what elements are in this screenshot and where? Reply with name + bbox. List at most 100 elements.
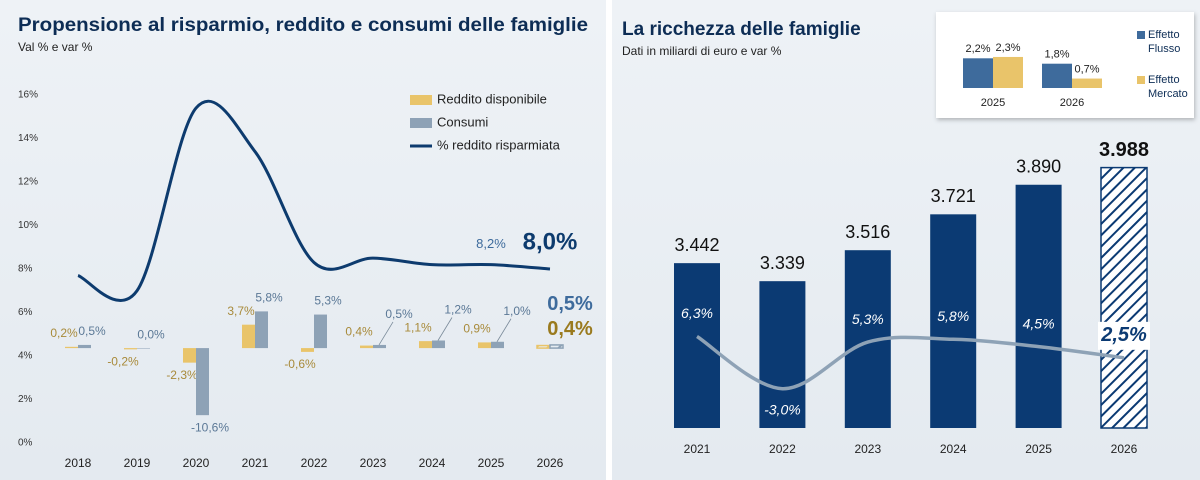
bar bbox=[1100, 166, 1148, 429]
data-label: -0,6% bbox=[284, 357, 316, 371]
x-tick-label: 2025 bbox=[478, 456, 505, 470]
x-tick-label: 2026 bbox=[537, 456, 564, 470]
y-tick-label: 2% bbox=[18, 394, 33, 405]
x-tick-label: 2022 bbox=[301, 456, 328, 470]
x-tick-label: 2019 bbox=[124, 456, 151, 470]
x-tick-label: 2020 bbox=[183, 456, 210, 470]
leader-line bbox=[496, 318, 512, 342]
bar bbox=[373, 344, 386, 349]
data-label: 6,3% bbox=[681, 305, 713, 321]
bar bbox=[930, 214, 977, 428]
chart-subtitle: Dati in miliardi di euro e var % bbox=[622, 44, 782, 58]
x-tick-label: 2025 bbox=[1025, 442, 1052, 456]
chart-subtitle: Val % e var % bbox=[18, 40, 93, 54]
bar bbox=[674, 263, 720, 428]
y-tick-label: 6% bbox=[18, 307, 33, 318]
bar bbox=[78, 344, 91, 349]
data-label: 3.516 bbox=[845, 222, 890, 242]
bar bbox=[196, 348, 209, 416]
data-label: 3.988 bbox=[1099, 139, 1149, 161]
bar bbox=[124, 348, 137, 350]
data-label: 0,7% bbox=[1074, 63, 1099, 75]
legend-swatch bbox=[410, 95, 432, 105]
data-label: 5,8% bbox=[937, 308, 969, 324]
bar bbox=[491, 341, 504, 349]
line bbox=[77, 99, 551, 302]
y-tick-label: 10% bbox=[18, 220, 38, 231]
bar bbox=[419, 341, 432, 349]
bar bbox=[1072, 78, 1102, 88]
x-tick-label: 2021 bbox=[242, 456, 269, 470]
legend-label: Effetto Flusso bbox=[1148, 29, 1181, 55]
x-tick-label: 2023 bbox=[854, 442, 881, 456]
bar bbox=[137, 348, 150, 349]
data-label: 2,3% bbox=[995, 42, 1020, 54]
data-label: 3.890 bbox=[1016, 157, 1061, 177]
data-label: 0,5% bbox=[385, 307, 413, 321]
x-tick-label: 2024 bbox=[419, 456, 446, 470]
legend-label: Reddito disponibile bbox=[437, 91, 547, 106]
data-label: 2,5% bbox=[1100, 324, 1147, 346]
y-tick-label: 0% bbox=[18, 438, 33, 449]
data-label: -0,2% bbox=[107, 355, 139, 369]
data-label: 3,7% bbox=[227, 304, 255, 318]
data-label: 5,3% bbox=[852, 311, 884, 327]
legend-label: % reddito risparmiata bbox=[437, 137, 561, 152]
bar bbox=[65, 346, 78, 349]
legend-label: Effetto Mercato bbox=[1148, 74, 1188, 100]
y-tick-label: 14% bbox=[18, 133, 38, 144]
bar bbox=[478, 342, 491, 349]
x-tick-label: 2021 bbox=[684, 442, 711, 456]
chart-title: La ricchezza delle famiglie bbox=[622, 19, 861, 40]
data-label: 1,2% bbox=[444, 303, 472, 317]
x-tick-label: 2022 bbox=[769, 442, 796, 456]
data-label: 8,0% bbox=[523, 228, 578, 255]
data-label: 0,4% bbox=[345, 325, 373, 339]
bar bbox=[432, 340, 445, 349]
x-tick-label: 2026 bbox=[1111, 442, 1138, 456]
data-label: 1,8% bbox=[1044, 49, 1069, 61]
bar bbox=[301, 348, 314, 352]
x-tick-label: 2018 bbox=[65, 456, 92, 470]
x-tick-label: 2026 bbox=[1060, 97, 1084, 109]
data-label: 5,8% bbox=[255, 291, 283, 305]
bar bbox=[183, 348, 196, 363]
data-label: 1,0% bbox=[503, 304, 531, 318]
line bbox=[696, 335, 1125, 391]
data-label: 2,2% bbox=[965, 43, 990, 55]
left-panel bbox=[0, 0, 606, 480]
data-label: 3.442 bbox=[674, 235, 719, 255]
data-label: -2,3% bbox=[166, 368, 198, 382]
data-label: 0,2% bbox=[50, 326, 78, 340]
legend-swatch bbox=[1137, 76, 1145, 84]
y-tick-label: 4% bbox=[18, 351, 33, 362]
legend-label: Consumi bbox=[437, 114, 488, 129]
data-label: 8,2% bbox=[476, 236, 506, 251]
bar bbox=[759, 281, 806, 428]
x-tick-label: 2023 bbox=[360, 456, 387, 470]
x-tick-label: 2025 bbox=[981, 97, 1005, 109]
bar bbox=[360, 345, 373, 349]
y-tick-label: 12% bbox=[18, 177, 38, 188]
data-label: 0,5% bbox=[547, 293, 593, 315]
label-box bbox=[1098, 321, 1150, 350]
leader-line bbox=[378, 321, 394, 346]
legend-swatch bbox=[1137, 31, 1145, 39]
chart-title: Propensione al risparmio, reddito e cons… bbox=[18, 15, 588, 36]
data-label: 4,5% bbox=[1023, 315, 1055, 331]
bar bbox=[993, 56, 1023, 88]
bar bbox=[314, 314, 327, 349]
data-label: 3.721 bbox=[931, 186, 976, 206]
data-label: -10,6% bbox=[191, 420, 229, 434]
data-label: 3.339 bbox=[760, 253, 805, 273]
x-tick-label: 2024 bbox=[940, 442, 967, 456]
data-label: 1,1% bbox=[404, 320, 432, 334]
y-tick-label: 8% bbox=[18, 264, 33, 275]
bar bbox=[549, 344, 564, 349]
leader-line bbox=[437, 317, 453, 341]
bar bbox=[1042, 63, 1072, 88]
data-label: 0,4% bbox=[547, 318, 593, 340]
data-label: 0,9% bbox=[463, 322, 491, 336]
